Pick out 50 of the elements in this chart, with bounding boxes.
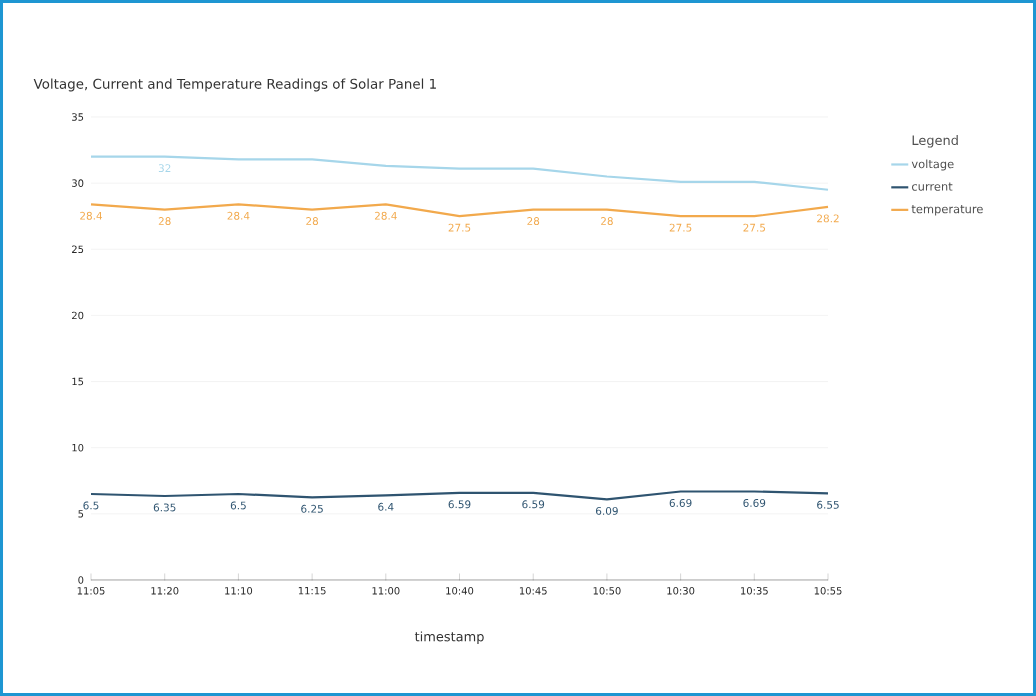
y-tick-label: 10 — [72, 443, 84, 452]
data-label: 32 — [158, 164, 171, 173]
data-label: 27.5 — [669, 223, 692, 232]
x-tick-label: 10:50 — [593, 586, 621, 595]
legend-label: temperature — [911, 205, 983, 216]
legend-label: current — [911, 182, 953, 191]
data-label: 6.25 — [301, 504, 323, 513]
data-label: 28.4 — [374, 211, 397, 220]
data-label: 28.4 — [227, 211, 250, 220]
chart-title: Voltage, Current and Temperature Readings of Solar Panel 1 — [33, 78, 436, 92]
x-tick-label: 10:35 — [741, 586, 768, 595]
legend-title: Legend — [912, 135, 958, 148]
data-label: 28.4 — [80, 211, 103, 220]
x-tick-label: 10:30 — [667, 586, 695, 595]
data-label: 6.55 — [817, 500, 839, 509]
data-label: 6.69 — [743, 499, 766, 507]
x-tick-label: 11:15 — [298, 587, 326, 595]
data-label: 28 — [158, 217, 171, 226]
line-series — [89, 490, 830, 501]
y-tick-label: 5 — [78, 510, 84, 518]
x-tick-label: 11:00 — [372, 586, 400, 595]
x-tick-label: 10:45 — [519, 586, 547, 595]
data-label: 6.59 — [522, 500, 545, 509]
x-tick-label: 10:55 — [814, 586, 842, 595]
data-label: 6.69 — [669, 499, 692, 507]
legend-label: voltage — [911, 159, 954, 171]
data-label: 28 — [306, 217, 319, 226]
data-label: 6.09 — [596, 506, 618, 515]
data-label: 6.4 — [378, 502, 394, 511]
data-label: 6.5 — [230, 501, 246, 510]
x-axis-title: timestamp — [414, 631, 484, 644]
data-label: 6.35 — [153, 503, 176, 512]
data-label: 6.5 — [83, 501, 99, 510]
x-tick-label: 11:05 — [77, 586, 105, 595]
y-tick-label: 15 — [72, 377, 84, 386]
y-tick-label: 30 — [72, 179, 84, 187]
data-label: 28 — [601, 217, 613, 226]
data-label: 28 — [527, 217, 540, 226]
data-label: 27.5 — [743, 223, 766, 232]
y-tick-label: 25 — [72, 245, 84, 254]
y-tick-label: 35 — [72, 113, 84, 121]
data-label: 28.2 — [817, 214, 839, 223]
data-label: 6.59 — [448, 500, 471, 509]
data-label: 27.5 — [448, 223, 471, 232]
x-tick-label: 11:20 — [151, 586, 179, 595]
y-tick-label: 20 — [72, 311, 84, 320]
y-tick-label: 0 — [78, 576, 84, 584]
x-tick-label: 10:40 — [446, 586, 474, 595]
line-series — [89, 155, 830, 191]
x-tick-label: 11:10 — [225, 586, 253, 595]
